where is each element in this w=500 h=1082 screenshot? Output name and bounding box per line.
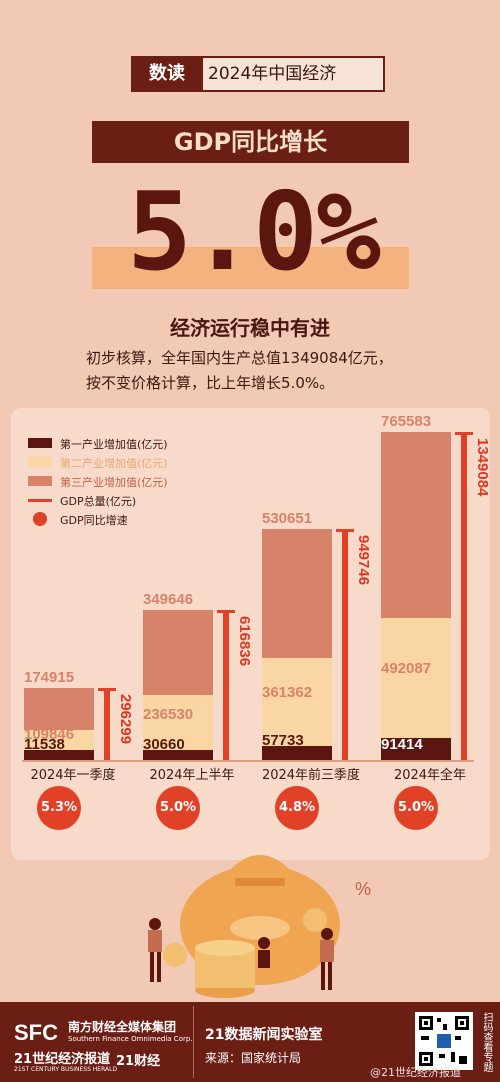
growth-marker: 5.0% xyxy=(156,786,200,830)
label-primary: 57733 xyxy=(262,731,304,749)
label-secondary: 236530 xyxy=(143,705,194,723)
label-tertiary: 349646 xyxy=(143,591,194,609)
bar-secondary xyxy=(143,695,213,753)
category-label: 2024年一季度 xyxy=(30,768,116,783)
brand-21-logo: 21财经 xyxy=(116,1054,161,1069)
label-gdp-total: 1349084 xyxy=(474,438,491,497)
coin-icon xyxy=(163,943,187,967)
growth-marker: 5.3% xyxy=(37,786,81,830)
gdp-total-line xyxy=(461,432,467,760)
bar-primary xyxy=(381,737,451,760)
gdp-total-cap xyxy=(217,610,235,614)
stacked-bar-chart: 174915 109846 11538 296299 2024年一季度 5.3% 34964… xyxy=(24,413,491,830)
description: 初步核算，全年国内生产总值1349084亿元， 按不变价格计算，比上年增长5.0… xyxy=(86,346,436,396)
label-gdp-total: 949746 xyxy=(355,535,372,586)
bar-primary xyxy=(24,750,94,760)
legend-total-swatch xyxy=(28,499,52,502)
header-tag: 数读 xyxy=(131,56,203,92)
gdp-total-line xyxy=(223,610,229,760)
bar-secondary xyxy=(381,618,451,738)
label-primary: 91414 xyxy=(381,735,423,753)
legend-total-label: GDP总量(亿元) xyxy=(60,495,137,508)
label-primary: 11538 xyxy=(24,736,65,753)
label-secondary: 492087 xyxy=(381,659,432,677)
qr-code-icon xyxy=(419,1016,469,1066)
percent-icon: % xyxy=(355,879,371,899)
big-value-highlight xyxy=(92,247,409,289)
legend-primary-swatch xyxy=(28,438,52,448)
label-secondary: 109846 xyxy=(24,725,75,743)
legend-growth-swatch xyxy=(33,512,47,526)
person-icon xyxy=(320,940,334,962)
legend-tertiary-label: 第三产业增加值(亿元) xyxy=(60,476,168,489)
coin-icon xyxy=(303,908,327,932)
header-title: 2024年中国经济 xyxy=(208,64,337,84)
growth-marker: 5.0% xyxy=(394,786,438,830)
person-icon xyxy=(148,930,162,952)
source-text: 来源：国家统计局 xyxy=(205,1051,302,1065)
category-label: 2024年前三季度 xyxy=(261,768,361,783)
gdp-total-line xyxy=(342,529,348,760)
gdp-total-line xyxy=(104,687,110,760)
description-line-1: 初步核算，全年国内生产总值1349084亿元， xyxy=(86,349,393,367)
chart-baseline xyxy=(22,760,474,762)
label-tertiary: 530651 xyxy=(262,510,313,528)
scan-hint: 扫码查看专题 xyxy=(481,1012,492,1072)
legend-primary-label: 第一产业增加值(亿元) xyxy=(60,438,168,451)
subheading: 经济运行稳中有进 xyxy=(170,316,330,340)
label-primary: 30660 xyxy=(143,736,185,753)
label-gdp-total: 616836 xyxy=(236,616,253,667)
sfc-logo: SFC xyxy=(14,1020,58,1045)
gdp-total-cap xyxy=(336,529,354,533)
growth-marker: 4.8% xyxy=(275,786,319,830)
bar-primary xyxy=(143,750,213,760)
description-line-2: 按不变价格计算，比上年增长5.0%。 xyxy=(86,374,335,392)
paper-name-en: 21ST CENTURY BUSINESS HERALD xyxy=(14,1066,118,1073)
gdp-total-cap xyxy=(98,687,116,691)
label-gdp-total: 296299 xyxy=(117,693,134,745)
group-name-cn: 南方财经全媒体集团 xyxy=(68,1020,177,1034)
big-value: 5.0% xyxy=(126,170,381,295)
bar-secondary xyxy=(262,658,332,746)
bar-primary xyxy=(262,745,332,760)
group-name-en: Southern Finance Omnimedia Corp. xyxy=(68,1035,193,1043)
category-label: 2024年上半年 xyxy=(149,768,235,783)
legend-growth-label: GDP同比增速 xyxy=(60,514,128,527)
watermark: @21世纪经济报道 xyxy=(370,1066,461,1079)
lab-name: 21数据新闻实验室 xyxy=(205,1027,323,1043)
qr-code[interactable] xyxy=(415,1012,473,1070)
legend-secondary-label: 第二产业增加值(亿元) xyxy=(60,457,168,470)
footer: SFC 南方财经全媒体集团 Southern Finance Omnimedia… xyxy=(0,1002,500,1082)
footer-divider xyxy=(193,1006,194,1078)
label-secondary: 361362 xyxy=(262,684,313,702)
person-icon xyxy=(258,950,270,968)
money-bag-illustration: % xyxy=(148,855,371,998)
label-tertiary: 174915 xyxy=(24,668,75,686)
label-tertiary: 765583 xyxy=(381,413,432,430)
category-label: 2024年全年 xyxy=(393,768,467,783)
gdp-total-cap xyxy=(455,432,473,435)
legend-tertiary-swatch xyxy=(28,476,52,486)
gdp-banner: GDP同比增长 xyxy=(92,121,409,163)
paper-name-cn: 21世纪经济报道 xyxy=(14,1052,111,1067)
legend-secondary-swatch xyxy=(28,457,52,467)
